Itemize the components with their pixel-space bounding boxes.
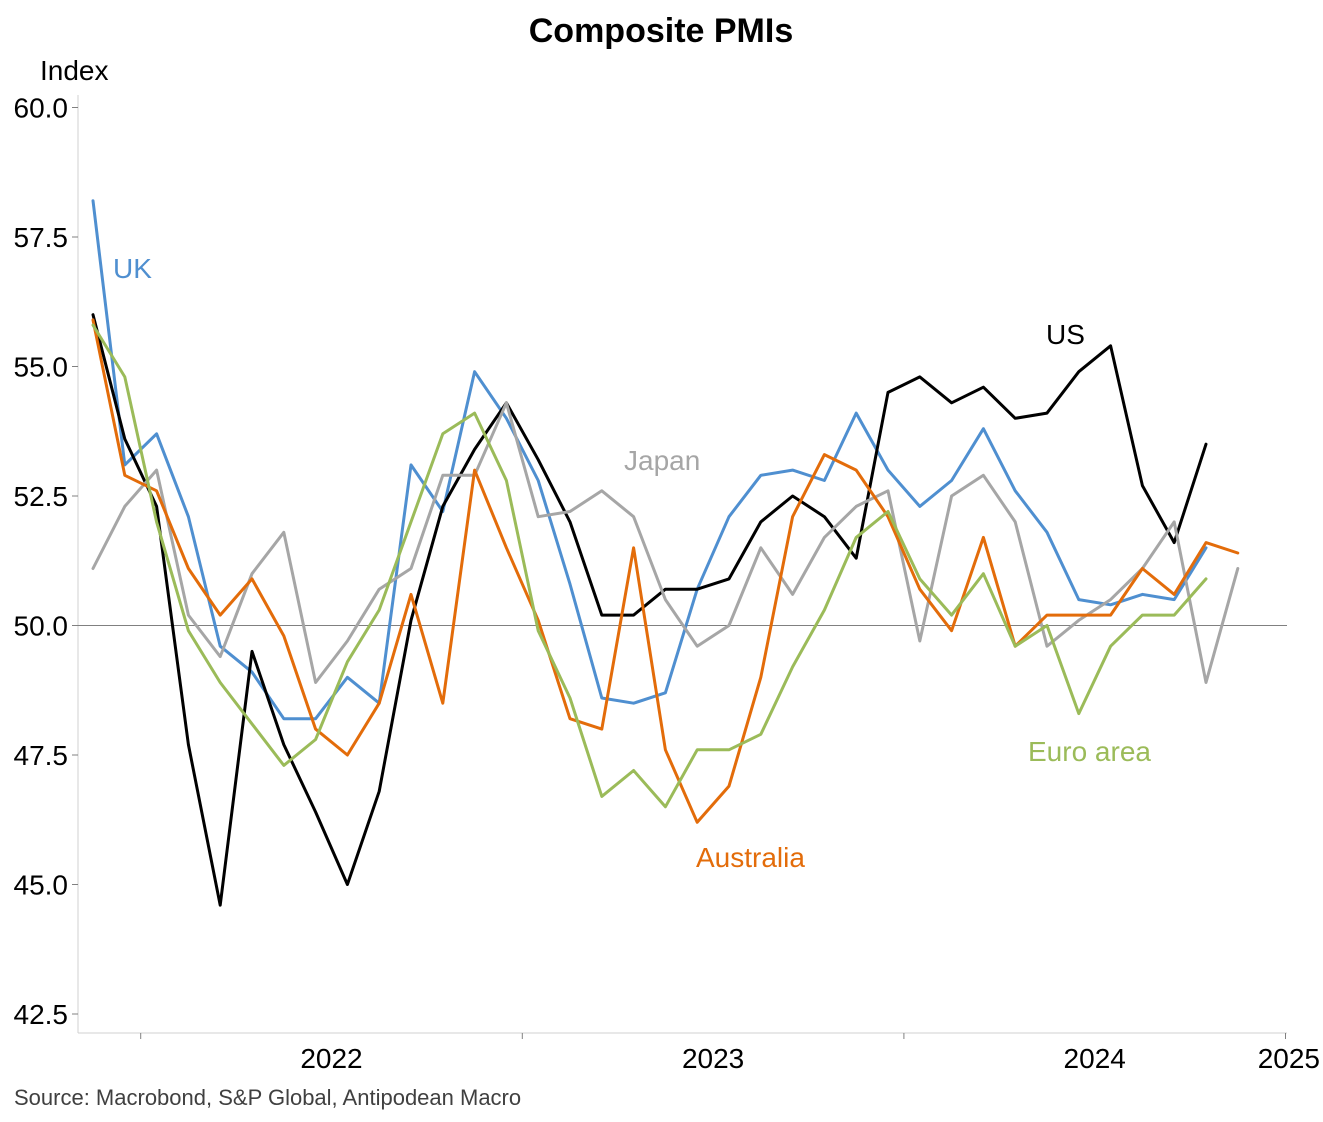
x-tick-label: 2025 xyxy=(1258,1043,1320,1074)
series-label-japan: Japan xyxy=(624,445,700,476)
y-axis-label: Index xyxy=(40,55,109,86)
x-tick-label: 2024 xyxy=(1064,1043,1126,1074)
y-tick-label: 47.5 xyxy=(14,740,69,771)
y-tick-label: 42.5 xyxy=(14,999,69,1030)
x-tick-label: 2023 xyxy=(682,1043,744,1074)
series-line-euro-area xyxy=(91,323,1208,809)
y-tick-label: 60.0 xyxy=(14,93,69,124)
source-note: Source: Macrobond, S&P Global, Antipodea… xyxy=(14,1085,521,1110)
series-label-australia: Australia xyxy=(696,842,805,873)
series-line-japan xyxy=(91,401,1240,684)
y-tick-label: 57.5 xyxy=(14,222,69,253)
chart-title: Composite PMIs xyxy=(529,12,793,50)
series-line-uk xyxy=(91,199,1208,721)
series-line-australia xyxy=(91,318,1240,824)
series-labels-group: UK US Japan Australia Euro area xyxy=(113,253,1151,873)
x-tick-label: 2022 xyxy=(300,1043,362,1074)
y-tick-label: 45.0 xyxy=(14,870,69,901)
series-label-uk: UK xyxy=(113,253,152,284)
series-label-euro-area: Euro area xyxy=(1028,736,1151,767)
series-lines-group xyxy=(91,199,1240,907)
y-tick-label: 55.0 xyxy=(14,352,69,383)
series-line-us xyxy=(91,313,1208,907)
series-label-us: US xyxy=(1046,319,1085,350)
y-tick-label: 52.5 xyxy=(14,481,69,512)
y-tick-label: 50.0 xyxy=(14,611,69,642)
axes-group: 42.5 45.0 47.5 50.0 52.5 55.0 57.5 60.0 2022 2023… xyxy=(14,93,1321,1075)
